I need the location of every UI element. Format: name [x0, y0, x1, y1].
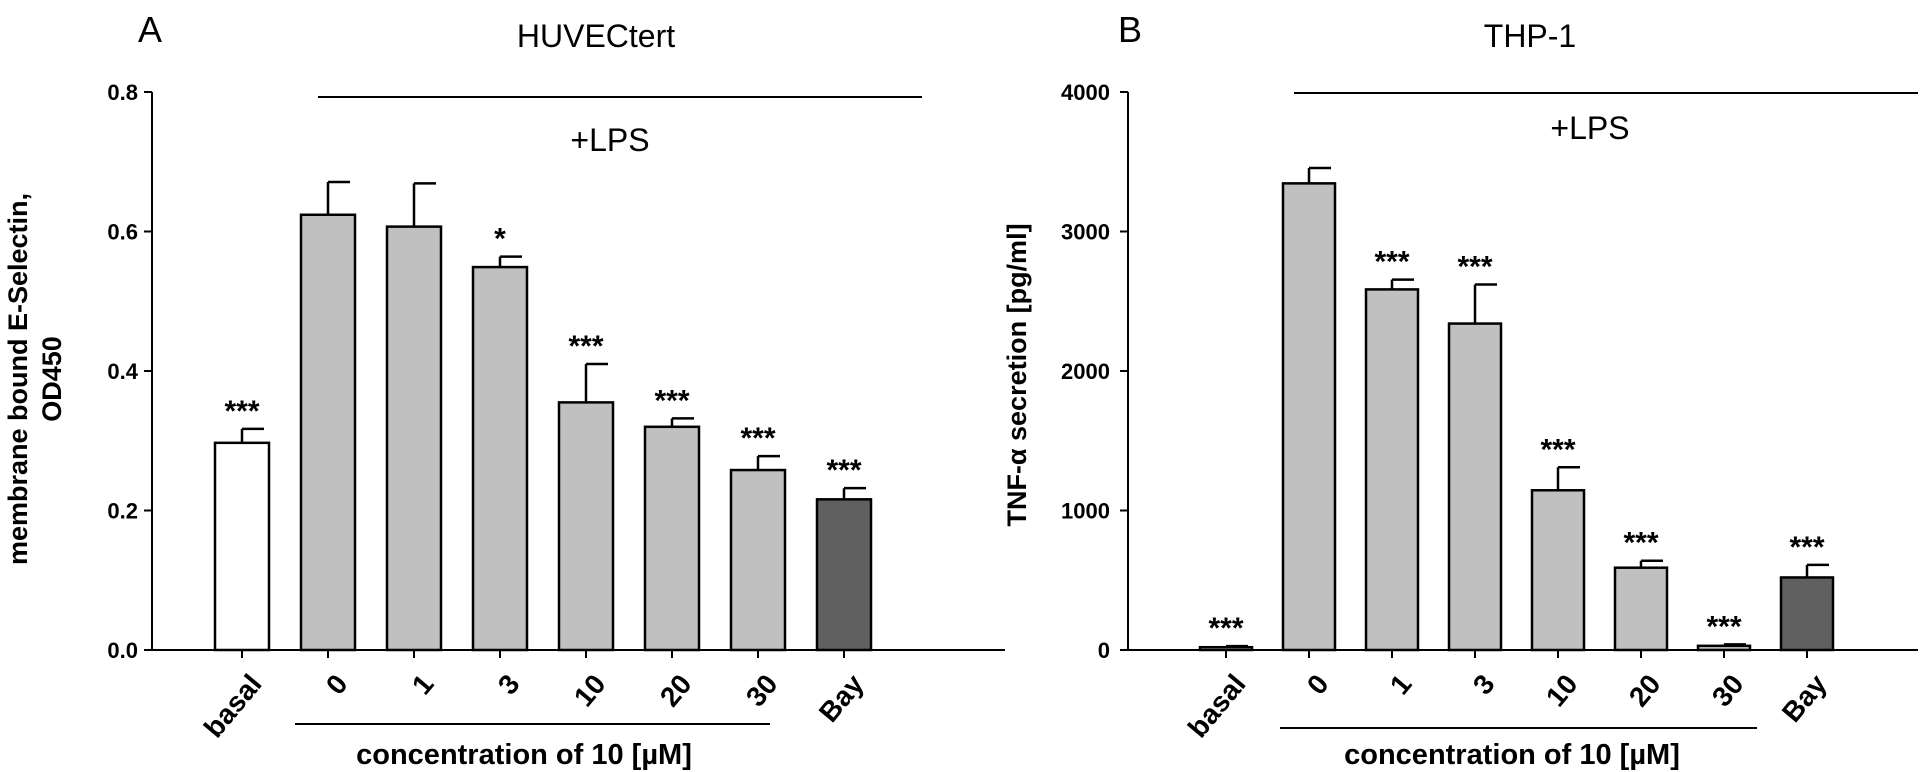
y-axis-title-a: membrane bound E-Selectin, OD450 [3, 193, 67, 565]
significance-b-5: *** [1623, 527, 1658, 560]
category-label-b-2: 1 [1384, 669, 1418, 701]
category-label-a-6: 30 [740, 669, 784, 713]
panel-b: B THP-1 +LPS TNF-α secretion [pg/ml] con… [1002, 9, 1918, 771]
bar-a-2 [385, 225, 443, 652]
plot-area-b: 0 1000 2000 3000 4000 *** basal 0 *** 1 *** 3 *** 10 *… [1061, 80, 1918, 743]
bar-b-3 [1447, 322, 1503, 652]
significance-a-3: * [494, 223, 506, 256]
category-label-b-7: Bay [1776, 668, 1833, 728]
category-label-b-0: basal [1182, 669, 1252, 744]
category-label-b-5: 20 [1623, 669, 1667, 713]
bar-b-4 [1530, 489, 1586, 652]
category-label-b-3: 3 [1467, 669, 1501, 701]
panel-a: A HUVECtert +LPS membrane bound E-Select… [3, 9, 1005, 771]
lps-label-a: +LPS [570, 122, 649, 158]
y-tick-label-a: 0.6 [107, 220, 138, 245]
significance-b-0: *** [1208, 612, 1243, 645]
bar-b-7 [1779, 576, 1835, 652]
significance-a-5: *** [654, 384, 689, 417]
panel-letter-b: B [1118, 9, 1142, 50]
bar-a-3 [471, 265, 529, 652]
chart-title-a: HUVECtert [517, 18, 675, 54]
significance-b-6: *** [1706, 610, 1741, 643]
y-tick-label-a: 0.0 [107, 638, 138, 663]
bar-a-5 [643, 425, 701, 652]
x-group-title-b: concentration of 10 [µM] [1344, 739, 1680, 771]
bar-a-7 [815, 498, 873, 652]
y-tick-label-b: 3000 [1061, 220, 1110, 245]
chart-title-b: THP-1 [1484, 18, 1576, 54]
significance-a-6: *** [740, 422, 775, 455]
bar-b-1 [1281, 182, 1337, 652]
significance-b-3: *** [1457, 251, 1492, 284]
lps-label-b: +LPS [1550, 110, 1629, 146]
category-label-b-1: 0 [1301, 669, 1335, 701]
bar-b-6 [1696, 644, 1752, 652]
category-label-a-3: 3 [492, 669, 526, 701]
y-tick-label-b: 4000 [1061, 80, 1110, 105]
category-label-a-4: 10 [568, 669, 612, 713]
significance-a-7: *** [826, 454, 861, 487]
category-label-a-2: 1 [406, 669, 440, 701]
significance-b-2: *** [1374, 246, 1409, 279]
y-tick-label-b: 0 [1098, 638, 1110, 663]
bar-b-5 [1613, 566, 1669, 652]
category-label-a-5: 20 [654, 669, 698, 713]
bar-a-0 [213, 441, 271, 652]
category-label-a-7: Bay [813, 668, 870, 728]
bar-a-1 [299, 213, 357, 652]
significance-a-0: *** [224, 395, 259, 428]
category-label-a-1: 0 [320, 669, 354, 701]
bar-a-6 [729, 468, 787, 652]
y-tick-label-a: 0.4 [107, 359, 138, 384]
significance-a-4: *** [568, 330, 603, 363]
y-tick-label-b: 1000 [1061, 499, 1110, 524]
y-axis-title-a-line2: OD450 [37, 336, 67, 422]
y-tick-label-a: 0.2 [107, 499, 138, 524]
y-tick-label-b: 2000 [1061, 359, 1110, 384]
category-label-b-4: 10 [1540, 669, 1584, 713]
y-axis-title-b: TNF-α secretion [pg/ml] [1002, 223, 1032, 526]
plot-area-a: 0.0 0.2 0.4 0.6 0.8 *** basal 0 1 * 3 *** 10 *** 20 ***… [107, 80, 1005, 743]
y-tick-label-a: 0.8 [107, 80, 138, 105]
bar-a-4 [557, 401, 615, 652]
significance-b-7: *** [1789, 531, 1824, 564]
panel-letter-a: A [138, 9, 162, 50]
y-axis-title-b-line1: TNF-α secretion [pg/ml] [1002, 223, 1032, 526]
category-label-a-0: basal [198, 669, 268, 744]
y-axis-title-a-line1: membrane bound E-Selectin, [3, 193, 33, 565]
bar-b-0 [1198, 645, 1254, 652]
x-group-title-a: concentration of 10 [µM] [356, 739, 692, 771]
significance-b-4: *** [1540, 433, 1575, 466]
category-label-b-6: 30 [1706, 669, 1750, 713]
bar-b-2 [1364, 288, 1420, 652]
